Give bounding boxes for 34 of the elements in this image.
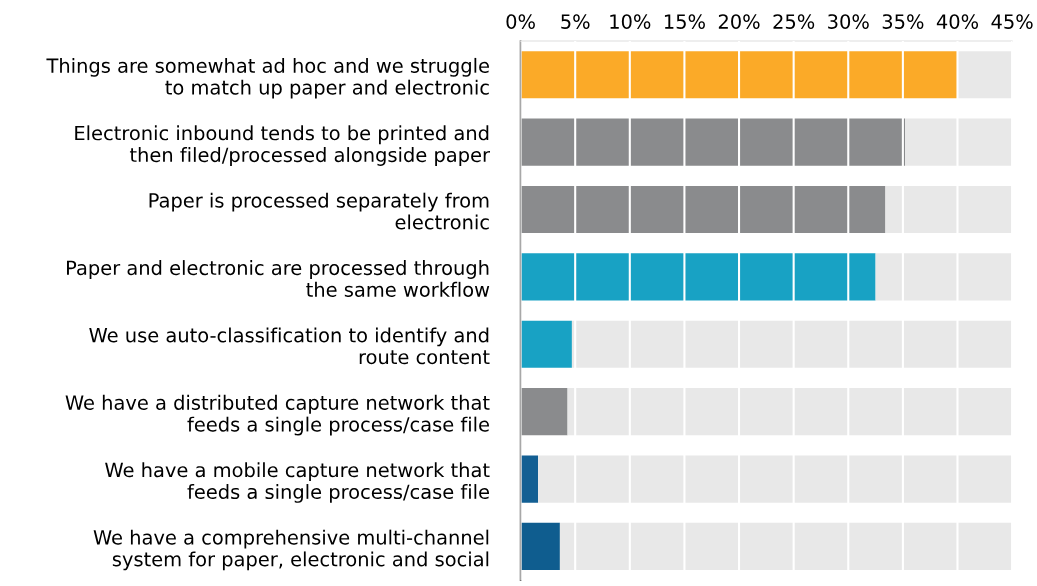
x-tick-label: 15% <box>664 14 705 29</box>
bar <box>520 388 568 436</box>
y-tick-label: We have a mobile capture network that feeds a single process/case file <box>105 462 490 503</box>
x-tick-label: 40% <box>936 14 979 29</box>
bar <box>559 522 1013 571</box>
x-tick-label: 30% <box>828 14 869 29</box>
x-tick-label: 45% <box>991 14 1033 29</box>
y-tick-label: Things are somewhat ad hoc and we struggle to match up paper and electronic <box>46 57 489 99</box>
bar <box>520 118 906 166</box>
x-tick-label: 20% <box>718 14 760 29</box>
bar <box>905 118 1013 166</box>
bar <box>520 522 560 571</box>
bar <box>957 51 1013 99</box>
y-tick-label: We have a comprehensive multi-channel system for paper, electronic and social <box>93 529 489 571</box>
y-tick-label: Electronic inbound tends to be printed and then filed/processed alongside paper <box>75 125 491 166</box>
bar <box>875 253 1013 301</box>
bar <box>571 320 1013 368</box>
bar <box>520 455 539 503</box>
x-tick-label: 10% <box>610 14 651 29</box>
x-tick-label: 0% <box>506 14 535 29</box>
x-tick-label: 25% <box>773 14 815 29</box>
bar <box>520 51 958 99</box>
y-tick-label: Paper is processed separately from electronic <box>149 192 489 230</box>
bar <box>567 388 1013 436</box>
x-tick-label: 35% <box>882 14 924 29</box>
x-tick-label: 5% <box>561 14 590 29</box>
bar <box>520 185 886 234</box>
bar <box>885 185 1013 234</box>
bar <box>520 253 876 301</box>
bar <box>520 320 572 368</box>
bar <box>538 455 1013 503</box>
y-tick-label: We have a distributed capture network that feeds a single process/case file <box>65 394 490 436</box>
y-tick-label: Paper and electronic are processed through the same workflow <box>67 260 490 297</box>
y-tick-label: We use auto-classification to identify and route content <box>89 327 490 365</box>
